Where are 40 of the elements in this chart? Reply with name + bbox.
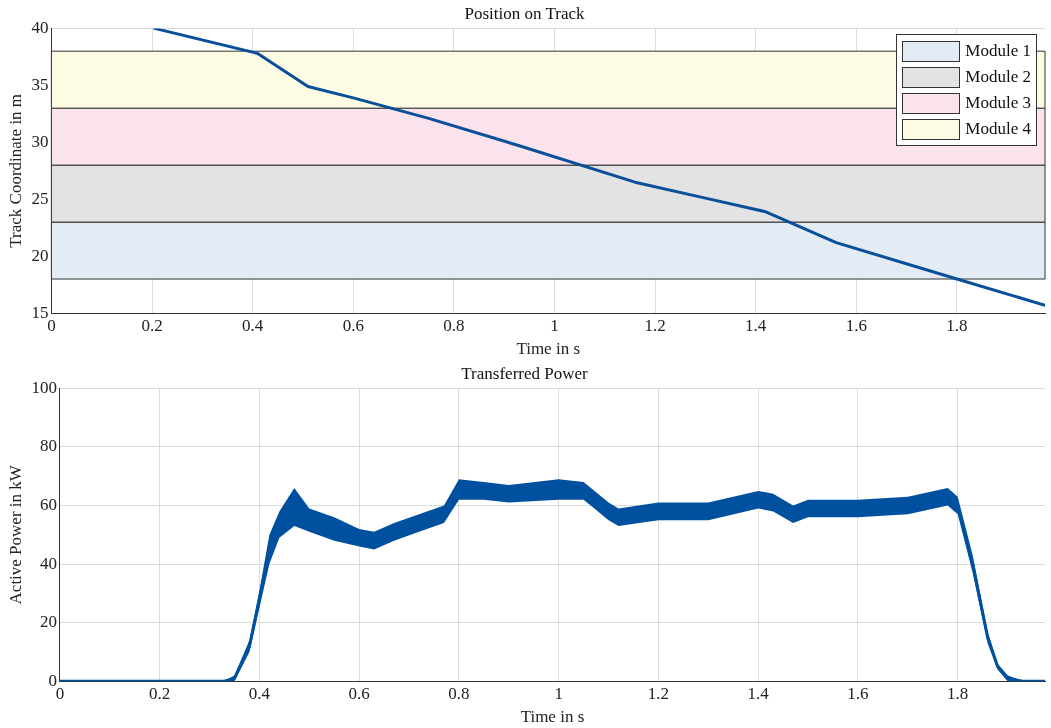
x-tick-label: 0.8: [443, 315, 465, 335]
x-tick-label: 1.6: [847, 683, 869, 703]
y-tick-label: 40: [39, 553, 57, 573]
x-tick-label: 0.8: [448, 683, 470, 703]
legend-label: Module 2: [965, 67, 1031, 88]
x-tick-label: 1.2: [647, 683, 670, 703]
x-tick-label: 1.4: [745, 315, 767, 335]
y-tick-label: 80: [39, 436, 57, 456]
x-tick-label: 1: [550, 315, 559, 335]
y-axis-title: Active Power in kW: [5, 464, 25, 605]
x-tick-label: 0.6: [348, 683, 370, 703]
x-tick-label: 1.6: [845, 315, 867, 335]
y-tick-label: 20: [39, 612, 57, 632]
y-tick-label: 35: [31, 74, 49, 94]
y-axis-title: Track Coordinate in m: [5, 93, 25, 248]
x-tick-label: 1: [554, 683, 563, 703]
y-tick-label: 40: [31, 17, 49, 37]
y-tick-label: 25: [31, 188, 49, 208]
chart-title: Transferred Power: [461, 363, 589, 383]
y-tick-label: 60: [39, 494, 57, 514]
legend-label: Module 4: [965, 119, 1031, 140]
y-tick-label: 100: [31, 377, 57, 397]
x-tick-label: 1.4: [747, 683, 770, 703]
y-tick-label: 15: [31, 302, 49, 322]
x-tick-label: 0.2: [149, 683, 171, 703]
y-tick-label: 30: [31, 131, 49, 151]
chart-title: Position on Track: [464, 3, 585, 23]
x-axis-title: Time in s: [520, 707, 585, 727]
x-axis-title: Time in s: [516, 339, 581, 359]
x-tick-label: 0.2: [141, 315, 163, 335]
x-tick-label: 0.6: [342, 315, 364, 335]
x-tick-label: 1.8: [946, 315, 968, 335]
x-tick-label: 1.8: [947, 683, 969, 703]
x-tick-label: 0.4: [242, 315, 264, 335]
x-tick-label: 0.4: [248, 683, 271, 703]
y-tick-label: 0: [48, 670, 57, 690]
x-tick-label: 1.2: [644, 315, 666, 335]
y-tick-label: 20: [31, 245, 49, 265]
band-label: Module 3: [965, 93, 1031, 114]
legend-label: Module 1: [965, 41, 1031, 62]
